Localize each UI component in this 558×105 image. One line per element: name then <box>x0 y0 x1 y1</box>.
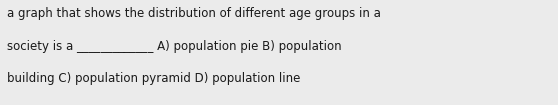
Text: society is a _____________ A) population pie B) population: society is a _____________ A) population… <box>7 40 341 53</box>
Text: a graph that shows the distribution of different age groups in a: a graph that shows the distribution of d… <box>7 7 381 20</box>
Text: building C) population pyramid D) population line: building C) population pyramid D) popula… <box>7 72 300 85</box>
